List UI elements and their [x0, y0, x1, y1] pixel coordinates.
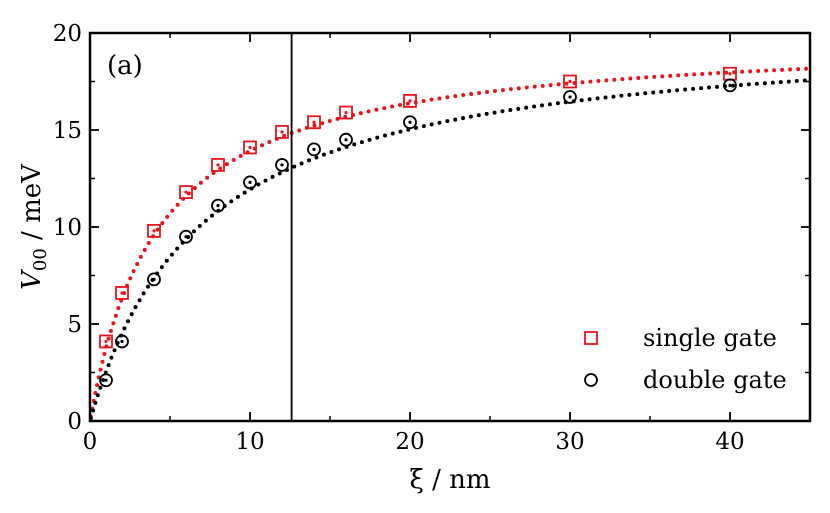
- marker-center-dot: [408, 99, 412, 103]
- marker-center-dot: [216, 163, 220, 167]
- data-point-double-gate-4: [211, 198, 225, 213]
- y-tick-label: 0: [67, 409, 82, 435]
- marker-center-dot: [568, 95, 572, 99]
- plot-area: [90, 33, 810, 421]
- data-point-double-gate-10: [563, 90, 577, 104]
- marker-center-dot: [344, 138, 348, 142]
- data-point-single-gate-7: [307, 115, 321, 130]
- data-point-double-gate-3: [179, 229, 193, 244]
- legend-entry-double-gate: double gate: [584, 366, 787, 394]
- marker-center-dot: [184, 235, 188, 239]
- data-point-double-gate-6: [275, 158, 289, 172]
- fit-curve-single-gate: [90, 66, 810, 419]
- legend: single gate double gate: [584, 324, 787, 394]
- marker-circle: [179, 229, 193, 244]
- data-point-double-gate-7: [307, 142, 321, 157]
- marker-center-dot: [280, 130, 284, 134]
- data-point-double-gate-2: [147, 272, 161, 287]
- marker-circle: [211, 198, 225, 213]
- marker-center-dot: [152, 229, 156, 233]
- marker-center-dot: [248, 145, 252, 150]
- marker-square: [563, 74, 577, 89]
- marker-square: [275, 125, 289, 139]
- marker-center-dot: [152, 277, 156, 281]
- data-point-single-gate-6: [275, 125, 289, 139]
- marker-square: [115, 286, 129, 300]
- data-point-double-gate-1: [115, 334, 129, 349]
- y-tick-label: 20: [53, 21, 82, 47]
- x-tick-label: 0: [83, 429, 98, 455]
- legend-marker-circle: [584, 373, 598, 387]
- data-point-single-gate-1: [115, 286, 129, 300]
- y-tick-label: 15: [53, 118, 82, 144]
- marker-center-dot: [344, 110, 348, 115]
- marker-center-dot: [312, 120, 316, 124]
- marker-square: [243, 140, 257, 155]
- marker-center-dot: [248, 180, 252, 184]
- marker-center-dot: [216, 204, 220, 208]
- data-point-double-gate-5: [243, 175, 257, 190]
- axes: 0 10 20 30 40 0 5 10 15 20 ξ / nm V00 / meV (a): [17, 21, 812, 495]
- marker-center-dot: [184, 190, 188, 194]
- marker-circle: [307, 142, 321, 157]
- y-axis-label-subscript: 00: [30, 248, 51, 271]
- marker-circle: [403, 115, 417, 130]
- marker-center-dot: [728, 72, 732, 76]
- legend-entry-single-gate: single gate: [584, 324, 777, 352]
- panel-label: (a): [107, 51, 143, 81]
- y-axis-label: V00 / meV: [17, 163, 51, 290]
- legend-marker-square: [584, 331, 598, 345]
- marker-circle: [339, 132, 353, 147]
- y-axis-label-symbol: V: [17, 269, 47, 290]
- marker-square: [147, 223, 161, 238]
- y-tick-label: 5: [67, 312, 82, 338]
- marker-square: [403, 94, 417, 108]
- marker-square: [339, 105, 353, 120]
- marker-square: [99, 334, 113, 349]
- y-axis-label-unit: / meV: [17, 163, 47, 248]
- marker-circle: [115, 334, 129, 349]
- marker-center-dot: [280, 163, 284, 167]
- data-point-single-gate-4: [211, 158, 225, 172]
- marker-center-dot: [568, 79, 572, 84]
- y-tick-label: 10: [53, 215, 82, 241]
- axes-frame: [88, 31, 812, 423]
- x-tick-label: 10: [235, 429, 264, 455]
- data-point-double-gate-9: [403, 115, 417, 130]
- x-axis-label: ξ / nm: [409, 465, 490, 495]
- legend-label-double-gate: double gate: [643, 366, 787, 394]
- x-tick-label: 20: [395, 429, 424, 455]
- data-point-double-gate-0: [99, 373, 113, 388]
- x-tick-label: 40: [715, 429, 744, 455]
- marker-center-dot: [312, 147, 316, 151]
- data-point-double-gate-8: [339, 132, 353, 147]
- marker-center-dot: [728, 83, 732, 87]
- marker-square: [211, 158, 225, 172]
- marker-square: [307, 115, 321, 130]
- data-point-double-gate-11: [723, 78, 737, 93]
- marker-center-dot: [408, 120, 412, 124]
- data-point-single-gate-2: [147, 223, 161, 238]
- data-point-single-gate-0: [99, 334, 113, 349]
- marker-center-dot: [120, 339, 124, 344]
- data-point-single-gate-3: [179, 185, 193, 199]
- marker-circle: [243, 175, 257, 190]
- data-point-single-gate-8: [339, 105, 353, 120]
- marker-square: [179, 185, 193, 199]
- marker-circle: [563, 90, 577, 104]
- data-point-single-gate-5: [243, 140, 257, 155]
- marker-center-dot: [104, 339, 108, 344]
- marker-circle: [99, 373, 113, 388]
- x-tick-label: 30: [555, 429, 584, 455]
- marker-circle: [147, 272, 161, 287]
- marker-circle: [275, 158, 289, 172]
- fit-curve-double-gate: [90, 78, 810, 421]
- data-point-single-gate-10: [563, 74, 577, 89]
- legend-label-single-gate: single gate: [643, 324, 777, 352]
- marker-center-dot: [104, 378, 108, 382]
- marker-circle: [723, 78, 737, 93]
- data-point-single-gate-9: [403, 94, 417, 108]
- marker-center-dot: [120, 291, 124, 295]
